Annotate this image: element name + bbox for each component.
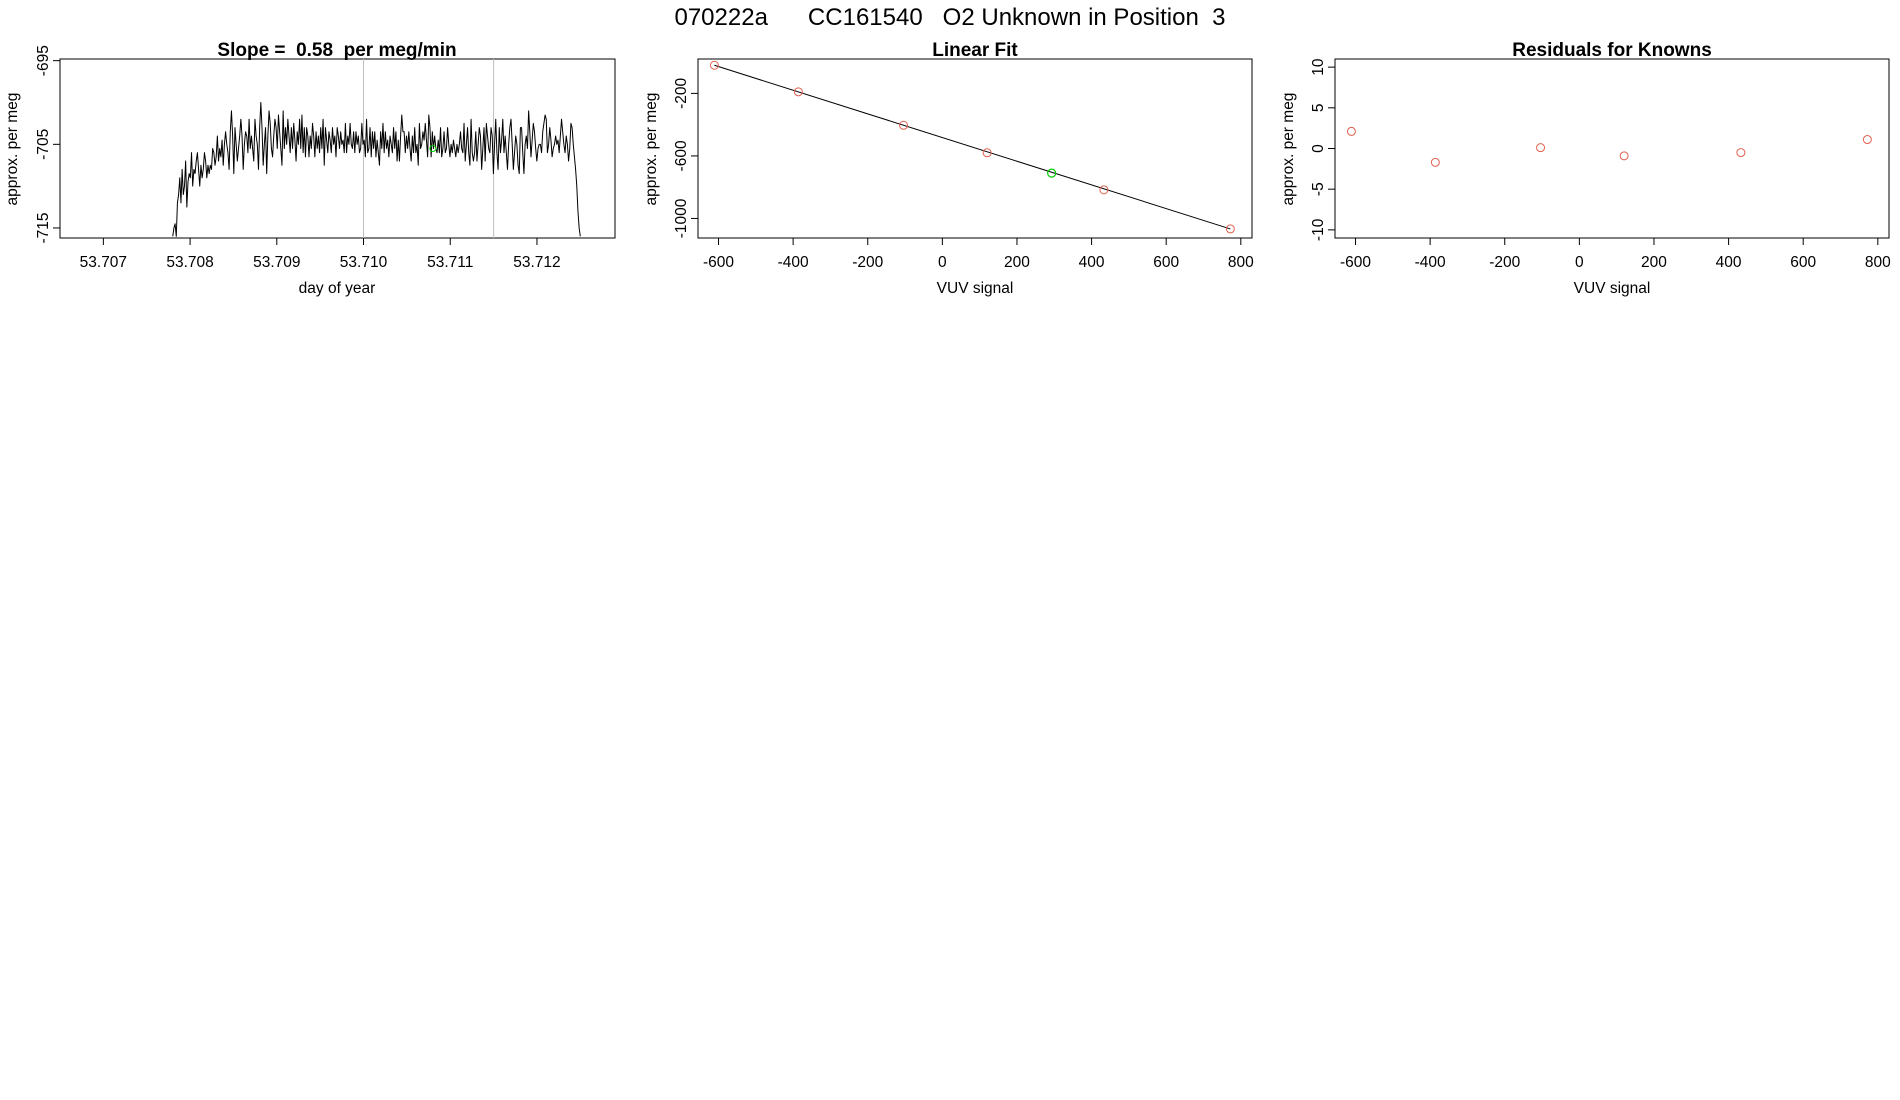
x-tick-label: -600: [703, 254, 734, 271]
panel-linear-fit: Linear Fit -600 -400 -200 0 200 400 600 800 -200…: [643, 40, 1254, 297]
x-tick-label: 600: [1790, 254, 1816, 271]
x-tick-label: 400: [1716, 254, 1742, 271]
x-tick-label: 53.711: [427, 254, 473, 271]
plot-frame: [1334, 58, 1890, 239]
residual-point: [1736, 148, 1746, 158]
panel-residuals: Residuals for Knowns -600 -400 -200 0 200 400…: [1280, 40, 1891, 297]
y-tick-label: -10: [1310, 218, 1327, 241]
x-tick-label: -600: [1340, 254, 1371, 271]
figure-title: 070222a CC161540 O2 Unknown in Position …: [674, 4, 1225, 31]
plot-area: -600 -400 -200 0 200 400 600 800 10 5 0 -5 -10: [1310, 58, 1891, 271]
known-point: [1099, 185, 1109, 195]
y-tick-label: 5: [1310, 104, 1327, 113]
x-axis-label: VUV signal: [1574, 280, 1651, 297]
x-axis-label: day of year: [299, 280, 376, 297]
residual-point: [1346, 126, 1356, 136]
panel-title: Slope = 0.58 per meg/min: [217, 40, 456, 61]
x-axis-label: VUV signal: [937, 280, 1014, 297]
y-tick-label: -600: [673, 140, 690, 171]
x-tick-label: 53.708: [166, 254, 213, 271]
y-axis-label: approx. per meg: [4, 93, 21, 206]
y-axis-label: approx. per meg: [1280, 93, 1297, 206]
known-point: [709, 60, 719, 70]
panel-time-trace: Slope = 0.58 per meg/min 53.707 53.708 53.…: [4, 40, 616, 297]
known-point: [899, 120, 909, 130]
x-tick-label: 53.710: [340, 254, 388, 271]
y-tick-label: -695: [35, 45, 52, 76]
x-tick-label: 53.709: [253, 254, 300, 271]
x-tick-label: 0: [1575, 254, 1584, 271]
residual-point: [1862, 135, 1872, 145]
plot-area: -600 -400 -200 0 200 400 600 800 -200 -600 -1000: [673, 58, 1254, 271]
x-tick-label: 800: [1865, 254, 1891, 271]
x-tick-label: -400: [1415, 254, 1446, 271]
x-tick-label: 0: [938, 254, 947, 271]
x-tick-label: -200: [1489, 254, 1520, 271]
plot-frame: [59, 58, 616, 239]
x-tick-label: 800: [1228, 254, 1254, 271]
y-tick-label: 0: [1310, 144, 1327, 153]
known-point: [793, 87, 803, 97]
x-tick-label: 53.707: [80, 254, 127, 271]
y-tick-label: -715: [35, 212, 52, 243]
x-tick-label: 200: [1004, 254, 1030, 271]
x-tick-label: 53.712: [513, 254, 560, 271]
x-tick-label: 600: [1153, 254, 1179, 271]
panel-title: Residuals for Knowns: [1512, 40, 1712, 61]
x-tick-label: -200: [852, 254, 883, 271]
panel-title: Linear Fit: [932, 40, 1018, 61]
residual-point: [1619, 151, 1629, 161]
residual-point: [1430, 157, 1440, 167]
unknown-marker: [429, 145, 437, 152]
x-tick-label: 200: [1641, 254, 1667, 271]
unknown-point: [1047, 168, 1057, 178]
y-tick-label: 10: [1310, 58, 1327, 76]
y-tick-label: -705: [35, 129, 52, 160]
fit-line: [714, 64, 1231, 230]
known-point: [1225, 224, 1235, 234]
y-tick-label: -5: [1310, 182, 1327, 196]
trace-line: [172, 102, 581, 237]
y-axis-label: approx. per meg: [643, 93, 660, 206]
known-point: [982, 148, 992, 158]
y-tick-label: -1000: [673, 198, 690, 238]
x-tick-label: -400: [778, 254, 809, 271]
y-tick-label: -200: [673, 78, 690, 109]
plot-area: 53.707 53.708 53.709 53.710 53.711 53.712 -695…: [35, 45, 616, 271]
plot-frame: [697, 58, 1253, 239]
residual-point: [1536, 143, 1546, 153]
x-tick-label: 400: [1079, 254, 1105, 271]
